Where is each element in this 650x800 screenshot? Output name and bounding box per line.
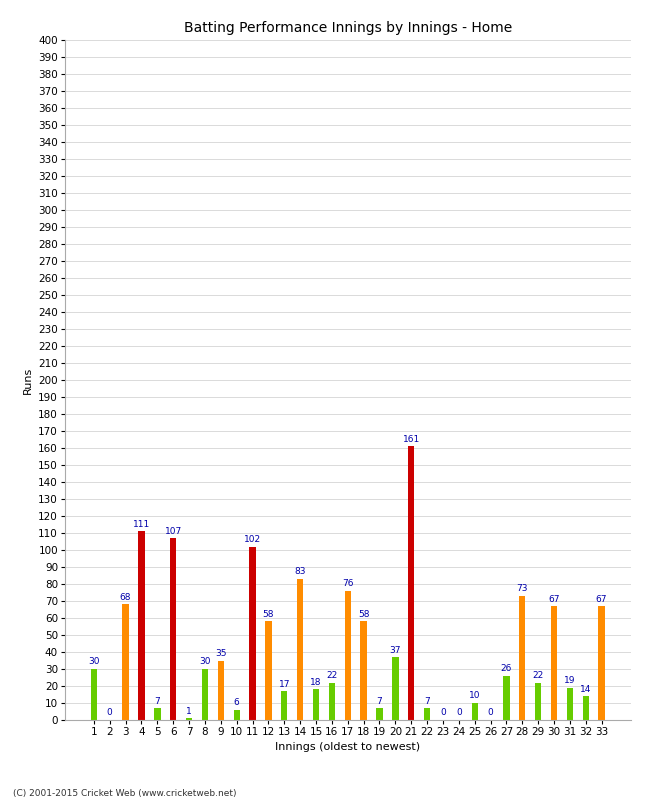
Bar (122, 605, 129, 720)
Bar (471, 703, 478, 720)
Text: 10: 10 (469, 691, 480, 701)
Text: 35: 35 (215, 649, 227, 658)
Text: 30: 30 (88, 658, 99, 666)
Bar (138, 531, 145, 720)
Text: 7: 7 (155, 697, 160, 706)
Text: 0: 0 (440, 709, 446, 718)
Bar (535, 682, 541, 720)
Y-axis label: Runs: Runs (23, 366, 32, 394)
Bar (551, 606, 557, 720)
Bar (376, 708, 383, 720)
Bar (567, 688, 573, 720)
Text: (C) 2001-2015 Cricket Web (www.cricketweb.net): (C) 2001-2015 Cricket Web (www.cricketwe… (13, 789, 237, 798)
Bar (503, 676, 510, 720)
Text: 107: 107 (164, 526, 182, 535)
Text: 67: 67 (596, 594, 607, 603)
Text: 22: 22 (532, 671, 544, 680)
Bar (297, 579, 304, 720)
Text: 67: 67 (548, 594, 560, 603)
Bar (154, 708, 161, 720)
Text: 19: 19 (564, 676, 576, 685)
Bar (233, 710, 240, 720)
Bar (186, 718, 192, 720)
Text: 1: 1 (186, 706, 192, 716)
Text: 161: 161 (402, 434, 420, 444)
Text: 102: 102 (244, 535, 261, 544)
Bar (250, 546, 255, 720)
Text: 58: 58 (358, 610, 369, 619)
Bar (408, 446, 415, 720)
Bar (361, 622, 367, 720)
Bar (329, 682, 335, 720)
Text: 111: 111 (133, 520, 150, 529)
Text: 6: 6 (234, 698, 240, 707)
Bar (582, 696, 589, 720)
Bar (202, 669, 208, 720)
Bar (170, 538, 176, 720)
Bar (519, 596, 525, 720)
Bar (91, 669, 97, 720)
Text: 17: 17 (279, 679, 290, 689)
Text: 14: 14 (580, 685, 592, 694)
Text: 0: 0 (488, 709, 493, 718)
Bar (265, 622, 272, 720)
Text: 83: 83 (294, 567, 306, 576)
Text: 7: 7 (424, 697, 430, 706)
Text: 68: 68 (120, 593, 131, 602)
Bar (599, 606, 604, 720)
Bar (313, 690, 319, 720)
Bar (424, 708, 430, 720)
Text: 18: 18 (310, 678, 322, 687)
Text: 37: 37 (389, 646, 401, 654)
Text: 22: 22 (326, 671, 337, 680)
Bar (344, 590, 351, 720)
Bar (281, 691, 287, 720)
Text: 76: 76 (342, 579, 354, 588)
Text: 30: 30 (199, 658, 211, 666)
Bar (218, 661, 224, 720)
Text: 0: 0 (456, 709, 462, 718)
Text: 73: 73 (517, 584, 528, 594)
Text: 7: 7 (376, 697, 382, 706)
Text: 58: 58 (263, 610, 274, 619)
X-axis label: Innings (oldest to newest): Innings (oldest to newest) (275, 742, 421, 753)
Text: 0: 0 (107, 709, 112, 718)
Text: 26: 26 (500, 664, 512, 674)
Title: Batting Performance Innings by Innings - Home: Batting Performance Innings by Innings -… (183, 21, 512, 34)
Bar (392, 657, 398, 720)
